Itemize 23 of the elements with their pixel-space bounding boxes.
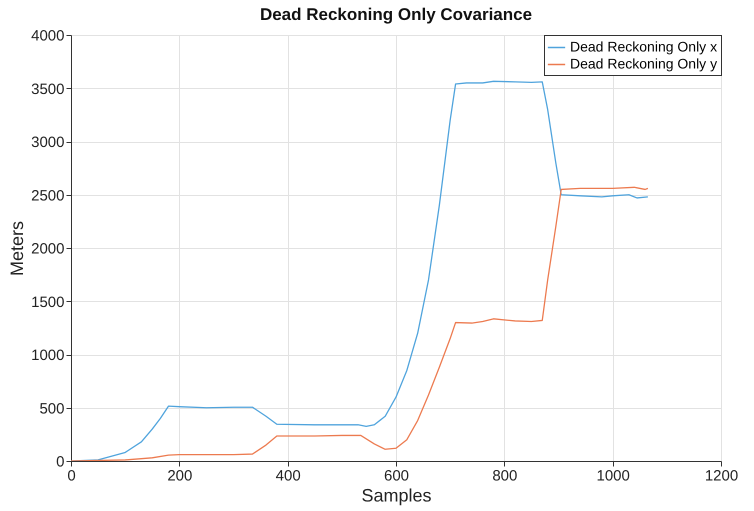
- x-tick-label: 400: [276, 468, 301, 484]
- line-series: [71, 80, 649, 461]
- x-tick-label: 200: [167, 468, 192, 484]
- y-tick-label: 1500: [31, 294, 64, 311]
- y-tick-label: 1000: [31, 347, 64, 364]
- legend-label: Dead Reckoning Only y: [570, 56, 718, 72]
- x-tick-label: 0: [67, 468, 76, 484]
- x-tick-label: 1000: [596, 468, 630, 484]
- y-tick-label: 500: [39, 400, 64, 418]
- x-tick-label: 1200: [704, 468, 738, 484]
- y-tick-label: 4000: [31, 28, 64, 44]
- y-axis-title: Meters: [7, 220, 28, 276]
- y-tick-label: 2000: [31, 240, 64, 258]
- y-tick-label: 2500: [31, 187, 64, 204]
- line-series: [71, 186, 649, 461]
- y-tick-label: 3500: [31, 80, 64, 98]
- y-tick-label: 0: [56, 454, 64, 470]
- x-axis-title: Samples: [361, 486, 432, 506]
- y-tick-label: 3000: [31, 134, 64, 151]
- chart-title: Dead Reckoning Only Covariance: [260, 5, 532, 24]
- legend-label: Dead Reckoning Only x: [570, 38, 718, 54]
- x-tick-label: 800: [492, 468, 518, 484]
- x-tick-label: 600: [384, 468, 410, 484]
